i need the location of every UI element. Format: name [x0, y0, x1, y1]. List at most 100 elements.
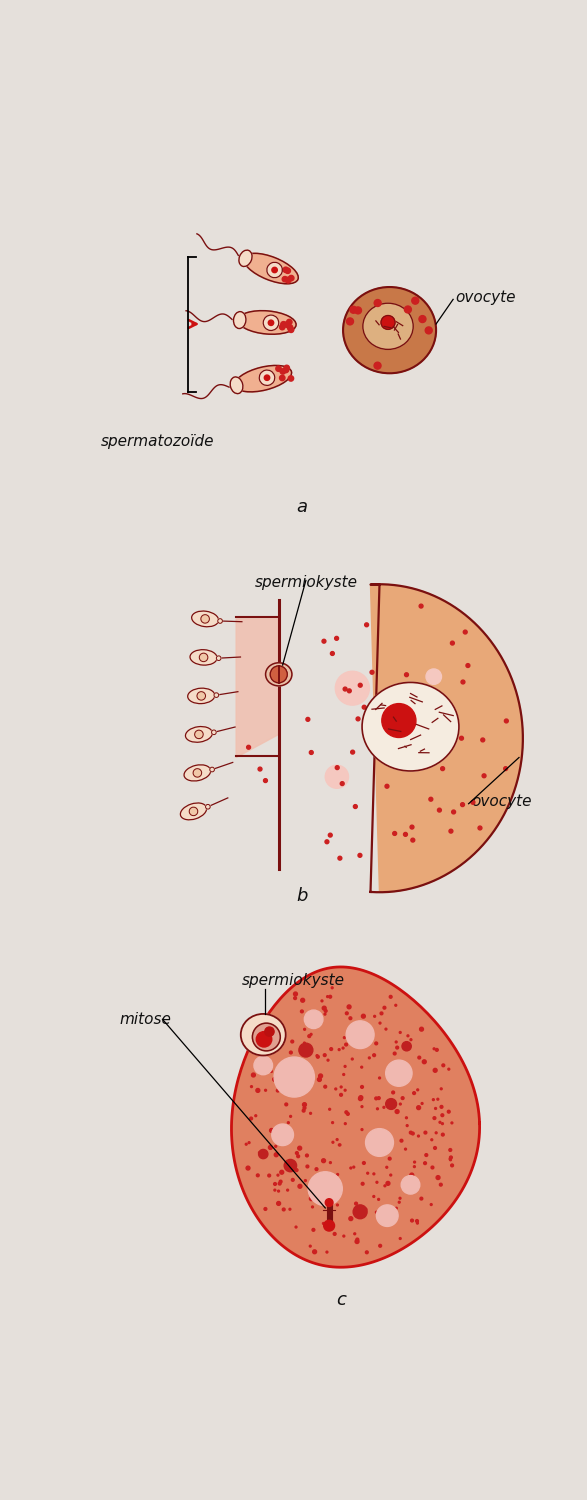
Circle shape [440, 1088, 442, 1089]
Circle shape [433, 1068, 437, 1072]
Circle shape [448, 1068, 450, 1070]
Circle shape [276, 366, 281, 372]
Circle shape [450, 640, 454, 645]
Circle shape [364, 1030, 366, 1033]
Circle shape [255, 1114, 257, 1116]
Circle shape [481, 738, 485, 742]
Circle shape [275, 1146, 276, 1148]
Circle shape [282, 276, 288, 282]
Circle shape [195, 730, 203, 738]
Circle shape [424, 1131, 427, 1134]
Circle shape [376, 1204, 398, 1227]
Circle shape [318, 1077, 321, 1082]
Circle shape [295, 1226, 297, 1228]
Circle shape [359, 1095, 363, 1100]
Circle shape [256, 1089, 260, 1092]
Polygon shape [236, 620, 279, 758]
Circle shape [335, 636, 339, 640]
Circle shape [280, 1042, 282, 1044]
Ellipse shape [244, 254, 298, 284]
Circle shape [333, 1233, 336, 1236]
Circle shape [325, 765, 349, 789]
Circle shape [411, 1220, 413, 1222]
Circle shape [248, 1142, 250, 1143]
Circle shape [345, 1122, 346, 1125]
Ellipse shape [265, 663, 292, 686]
Circle shape [273, 1131, 276, 1132]
Circle shape [425, 327, 432, 334]
Circle shape [358, 853, 362, 858]
Circle shape [429, 798, 433, 801]
Circle shape [343, 1234, 345, 1238]
Circle shape [313, 1196, 316, 1198]
Circle shape [359, 1030, 360, 1032]
Circle shape [291, 1179, 294, 1182]
Circle shape [272, 267, 277, 273]
Circle shape [259, 1149, 268, 1158]
Circle shape [304, 1010, 323, 1029]
Circle shape [463, 630, 467, 634]
Circle shape [385, 1028, 387, 1030]
Text: spermatozoïde: spermatozoïde [100, 433, 214, 448]
Circle shape [332, 1142, 334, 1143]
Circle shape [328, 1184, 331, 1186]
Circle shape [461, 680, 465, 684]
Circle shape [306, 1154, 308, 1156]
Circle shape [346, 1113, 349, 1116]
Circle shape [379, 1245, 382, 1246]
Circle shape [311, 1019, 313, 1020]
Circle shape [434, 1146, 436, 1149]
Circle shape [395, 1005, 397, 1007]
Circle shape [447, 1110, 450, 1113]
Circle shape [281, 321, 286, 327]
Circle shape [482, 774, 486, 777]
Circle shape [353, 804, 357, 808]
Circle shape [385, 784, 389, 788]
Circle shape [301, 1048, 302, 1050]
Circle shape [285, 268, 291, 273]
Circle shape [386, 1098, 397, 1110]
Circle shape [322, 1222, 325, 1224]
Circle shape [381, 315, 395, 330]
Circle shape [441, 1114, 444, 1116]
Circle shape [278, 1190, 279, 1192]
Circle shape [393, 1215, 395, 1216]
Text: ovocyte: ovocyte [456, 290, 516, 304]
Circle shape [262, 1065, 264, 1066]
Text: mitose: mitose [120, 1013, 172, 1028]
Circle shape [330, 1203, 332, 1204]
Circle shape [288, 327, 294, 333]
Circle shape [319, 1074, 322, 1078]
Circle shape [309, 1245, 311, 1246]
Circle shape [375, 1042, 377, 1046]
Circle shape [257, 1032, 272, 1047]
Circle shape [401, 1176, 420, 1194]
Circle shape [419, 604, 423, 608]
Ellipse shape [191, 610, 218, 627]
Circle shape [441, 1122, 443, 1125]
Circle shape [356, 1238, 359, 1240]
Circle shape [326, 1251, 328, 1252]
Circle shape [350, 750, 355, 754]
Text: spermiokyste: spermiokyste [254, 574, 357, 590]
Circle shape [315, 1168, 318, 1170]
Circle shape [332, 1191, 335, 1194]
Circle shape [308, 1035, 311, 1038]
Circle shape [451, 1164, 454, 1167]
Circle shape [369, 1058, 370, 1059]
Circle shape [435, 1132, 437, 1134]
Circle shape [332, 1191, 334, 1194]
Circle shape [278, 1182, 281, 1185]
Text: ovocyte: ovocyte [471, 794, 531, 808]
Circle shape [345, 1013, 348, 1014]
Circle shape [451, 1122, 453, 1124]
Circle shape [354, 1233, 356, 1234]
Circle shape [421, 1102, 423, 1104]
Circle shape [399, 1032, 401, 1034]
Circle shape [391, 1072, 393, 1074]
Circle shape [323, 1054, 326, 1056]
Ellipse shape [239, 251, 252, 267]
Ellipse shape [190, 650, 217, 664]
Circle shape [193, 768, 202, 777]
Circle shape [284, 364, 289, 370]
